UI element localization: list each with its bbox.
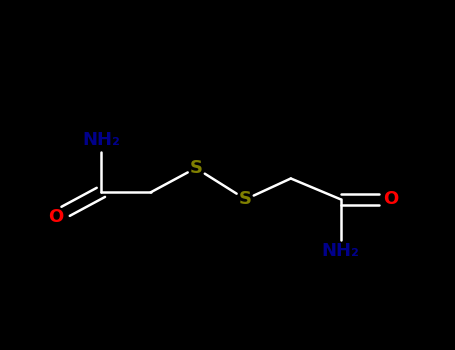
Text: S: S (189, 159, 202, 177)
Text: S: S (239, 190, 252, 208)
Text: O: O (48, 208, 63, 226)
Text: NH₂: NH₂ (322, 243, 359, 260)
Text: NH₂: NH₂ (82, 131, 120, 149)
Text: O: O (383, 190, 398, 208)
